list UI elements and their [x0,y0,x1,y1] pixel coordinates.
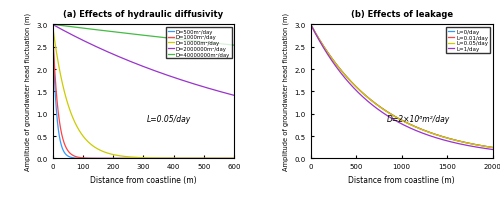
Line: L=0.05/day: L=0.05/day [310,25,492,148]
L=0/day [377,106,383,109]
L=0.05/day [444,137,450,139]
L=0.05/day [308,24,314,26]
D=1000m²/day [228,157,234,160]
Title: (b) Effects of leakage: (b) Effects of leakage [350,10,452,19]
L=0/day [457,140,463,143]
D=2000000m²/day [232,95,237,97]
L=0.01/day [308,24,314,26]
Line: D=1000m²/day: D=1000m²/day [52,25,234,159]
Y-axis label: Amplitude of groundwater head fluctuation (m): Amplitude of groundwater head fluctuatio… [24,13,31,170]
D=1000m²/day [81,157,87,159]
L=1/day [340,76,346,78]
Line: D=500m²/day: D=500m²/day [52,25,234,159]
X-axis label: Distance from coastline (m): Distance from coastline (m) [90,175,196,184]
D=40000000m²/day [81,28,87,30]
D=10000m²/day [232,157,237,160]
D=2000000m²/day [70,35,76,37]
L=0.01/day [444,137,450,139]
Legend: D=500m²/day, D=1000m²/day, D=10000m²/day, D=2000000m²/day, D=40000000m²/day: D=500m²/day, D=1000m²/day, D=10000m²/day… [166,28,232,59]
L=1/day [308,24,314,26]
D=500m²/day [228,157,234,160]
L=0.05/day [377,106,383,109]
D=500m²/day [119,157,125,160]
L=0.01/day [490,146,496,149]
Line: D=2000000m²/day: D=2000000m²/day [52,25,234,96]
D=2000000m²/day [81,40,87,43]
L=0/day [340,73,346,75]
L=0.01/day [377,106,383,109]
D=500m²/day [208,157,214,160]
L=0/day [426,131,432,134]
D=10000m²/day [50,24,56,26]
L=0.01/day [426,131,432,134]
L=0.01/day [416,128,422,130]
D=500m²/day [50,24,56,26]
D=1000m²/day [232,157,237,160]
L=0.01/day [340,73,346,75]
D=40000000m²/day [70,27,76,29]
L=0/day [490,146,496,149]
Text: D=2×10⁶m²/day: D=2×10⁶m²/day [387,114,450,123]
Line: D=10000m²/day: D=10000m²/day [52,25,234,159]
D=40000000m²/day [208,42,214,45]
L=0/day [416,128,422,130]
Line: L=1/day: L=1/day [310,25,492,150]
D=40000000m²/day [232,45,237,47]
L=1/day [490,148,496,151]
L=0/day [308,24,314,26]
L=1/day [426,135,432,137]
D=500m²/day [70,157,76,159]
Title: (a) Effects of hydraulic diffusivity: (a) Effects of hydraulic diffusivity [64,10,224,19]
L=1/day [457,143,463,145]
L=1/day [444,140,450,142]
D=1000m²/day [70,155,76,157]
L=1/day [416,131,422,134]
D=10000m²/day [119,155,125,158]
D=10000m²/day [127,156,133,158]
D=500m²/day [81,157,87,160]
D=40000000m²/day [50,24,56,26]
Y-axis label: Amplitude of groundwater head fluctuation (m): Amplitude of groundwater head fluctuatio… [282,13,289,170]
D=500m²/day [232,157,237,160]
L=0.05/day [457,141,463,143]
D=500m²/day [127,157,133,160]
D=10000m²/day [81,136,87,139]
L=0.01/day [457,140,463,143]
Line: L=0/day: L=0/day [310,25,492,148]
D=10000m²/day [70,118,76,120]
D=2000000m²/day [119,58,125,60]
D=1000m²/day [208,157,214,160]
Line: D=40000000m²/day: D=40000000m²/day [52,25,234,46]
D=2000000m²/day [50,24,56,26]
L=1/day [377,110,383,113]
D=10000m²/day [228,157,234,160]
D=40000000m²/day [228,44,234,47]
L=0.05/day [416,128,422,130]
L=0.05/day [340,73,346,75]
D=10000m²/day [208,157,214,160]
X-axis label: Distance from coastline (m): Distance from coastline (m) [348,175,455,184]
D=2000000m²/day [127,61,133,63]
L=0.05/day [490,147,496,149]
L=0/day [444,137,450,139]
D=40000000m²/day [119,32,125,35]
D=1000m²/day [119,157,125,160]
D=2000000m²/day [208,88,214,91]
Legend: L=0/day, L=0.01/day, L=0.05/day, L=1/day: L=0/day, L=0.01/day, L=0.05/day, L=1/day [446,28,490,54]
D=1000m²/day [127,157,133,160]
D=2000000m²/day [228,94,234,96]
L=0.05/day [426,132,432,134]
Text: L=0.05/day: L=0.05/day [147,114,192,123]
D=40000000m²/day [127,33,133,36]
Line: L=0.01/day: L=0.01/day [310,25,492,148]
D=1000m²/day [50,24,56,26]
